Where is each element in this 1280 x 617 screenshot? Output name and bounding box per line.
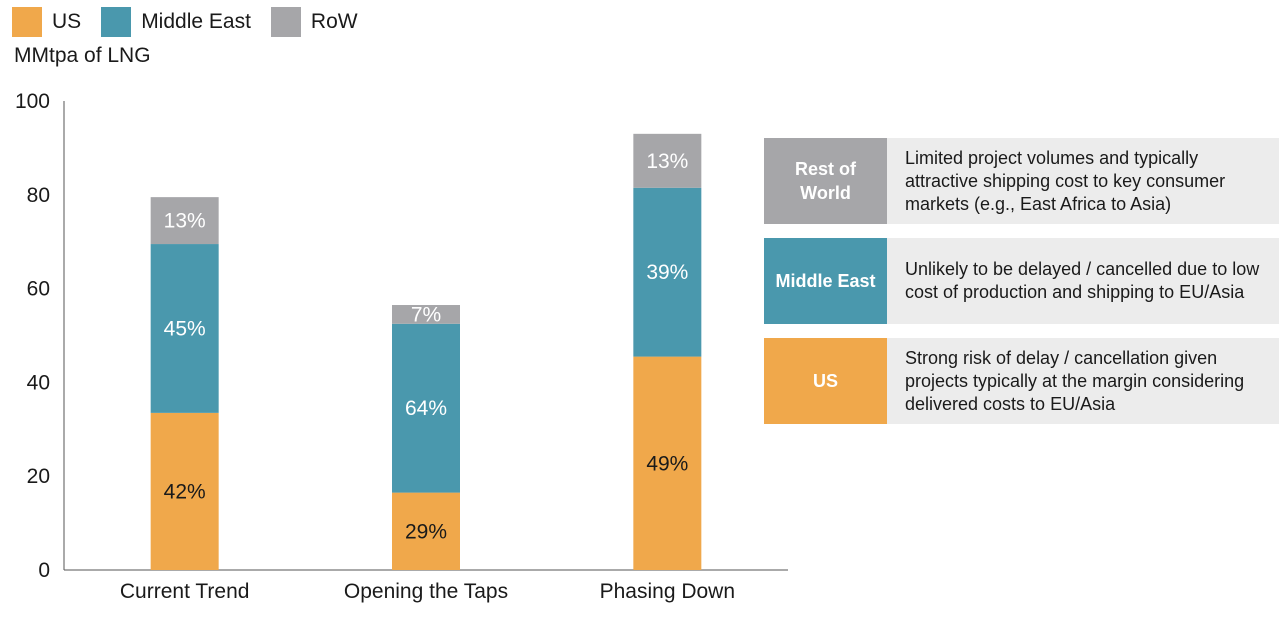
note-row-rest-of-world: Rest of World Limited project volumes an…: [764, 138, 1279, 224]
note-text-middle-east: Unlikely to be delayed / cancelled due t…: [887, 238, 1279, 324]
bar-segment-us: [633, 356, 702, 570]
legend-swatch-row: [270, 7, 301, 37]
legend-item-row: RoW: [270, 7, 358, 37]
legend-label-row: RoW: [310, 10, 358, 33]
data-label-us: 42%: [164, 480, 206, 503]
bar-segment-row: [392, 305, 460, 324]
y-tick-label: 100: [15, 90, 50, 113]
region-notes: Rest of World Limited project volumes an…: [764, 138, 1279, 438]
bar-segment-row: [150, 197, 219, 245]
y-tick-label: 0: [38, 559, 50, 582]
legend-swatch-us: [12, 7, 42, 37]
y-tick-label: 80: [27, 184, 50, 207]
note-row-us: US Strong risk of delay / cancellation g…: [764, 338, 1279, 424]
note-text-us: Strong risk of delay / cancellation give…: [887, 338, 1279, 424]
y-tick-label: 60: [27, 278, 50, 301]
x-category-label: Current Trend: [120, 580, 250, 603]
data-label-row: 13%: [164, 210, 206, 233]
bar-segment-us: [150, 412, 219, 570]
y-axis-title: MMtpa of LNG: [14, 44, 151, 67]
note-tag-rest-of-world: Rest of World: [764, 138, 887, 224]
x-category-label: Phasing Down: [600, 580, 735, 603]
y-tick-label: 40: [27, 371, 50, 394]
data-label-row: 7%: [411, 303, 441, 326]
legend-item-middle-east: Middle East: [101, 7, 251, 37]
note-tag-middle-east: Middle East: [764, 238, 887, 324]
note-row-middle-east: Middle East Unlikely to be delayed / can…: [764, 238, 1279, 324]
data-label-us: 29%: [405, 520, 447, 543]
chart-legend: US Middle East RoW: [12, 7, 378, 37]
legend-label-middle-east: Middle East: [141, 10, 251, 33]
note-text-rest-of-world: Limited project volumes and typically at…: [887, 138, 1279, 224]
data-label-middle-east: 64%: [405, 397, 447, 420]
y-tick-label: 20: [27, 465, 50, 488]
x-category-label: Opening the Taps: [344, 580, 508, 603]
bar-segment-us: [392, 492, 460, 570]
bar-segment-row: [633, 133, 702, 188]
bar-segment-middle-east: [633, 187, 702, 357]
note-tag-us: US: [764, 338, 887, 424]
legend-swatch-middle-east: [101, 7, 132, 37]
data-label-us: 49%: [646, 452, 688, 475]
legend-item-us: US: [12, 7, 81, 37]
legend-label-us: US: [52, 10, 82, 33]
data-label-middle-east: 45%: [164, 317, 206, 340]
data-label-row: 13%: [646, 150, 688, 173]
bar-segment-middle-east: [392, 323, 460, 493]
stacked-bar-chart: 0 20 40 60 80 100 42% 45% 13% Current Trend 29% 64%…: [15, 90, 788, 603]
data-label-middle-east: 39%: [646, 261, 688, 284]
bar-segment-middle-east: [150, 244, 219, 413]
